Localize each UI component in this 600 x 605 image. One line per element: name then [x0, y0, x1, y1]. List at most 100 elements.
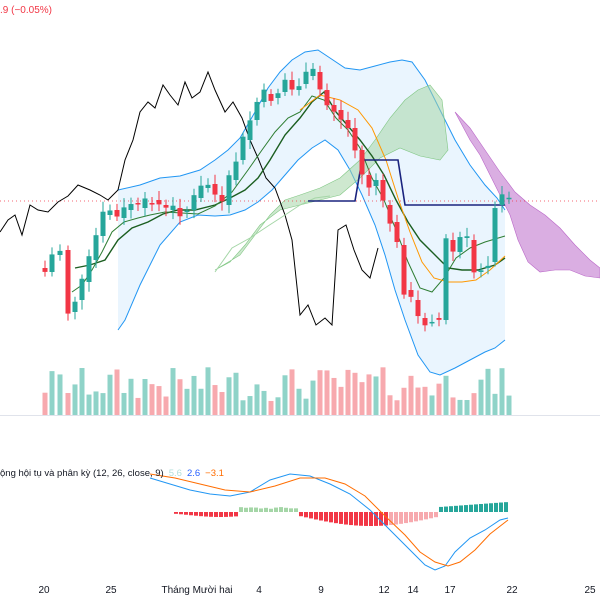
- candle-body: [219, 195, 225, 202]
- bollinger-upper-line: [117, 49, 506, 211]
- macd-histogram-bar: [374, 512, 378, 526]
- macd-histogram-bar: [474, 504, 478, 512]
- volume-bar: [254, 384, 260, 415]
- macd-histogram-bar: [459, 505, 463, 512]
- macd-histogram-bar: [174, 512, 178, 514]
- macd-histogram-bar: [379, 512, 383, 526]
- candle-body: [289, 80, 295, 90]
- macd-histogram-bar: [369, 512, 373, 526]
- macd-histogram-bar: [399, 512, 403, 524]
- volume-bar: [177, 379, 183, 415]
- candle-body: [345, 120, 351, 128]
- volume-bar: [478, 379, 484, 415]
- candle-body: [478, 270, 484, 272]
- volume-bar: [352, 372, 358, 415]
- macd-histogram-bar: [394, 512, 398, 525]
- x-axis-label: 25: [105, 585, 117, 596]
- macd-histogram-bar: [179, 512, 183, 515]
- macd-histogram-bar: [434, 512, 438, 518]
- macd-histogram-bar: [194, 512, 198, 516]
- volume-bar: [219, 392, 225, 415]
- candle-body: [492, 208, 498, 262]
- candle-body: [422, 318, 428, 326]
- macd-histogram-bar: [494, 502, 498, 512]
- macd-histogram-bar: [449, 506, 453, 512]
- macd-histogram-bar: [384, 512, 388, 526]
- candle-body: [506, 197, 512, 200]
- candle-body: [247, 120, 253, 140]
- candle-body: [310, 68, 316, 76]
- volume-bar: [226, 377, 232, 415]
- volume-bar: [289, 369, 295, 415]
- macd-histogram-bar: [199, 512, 203, 517]
- macd-histogram-bar: [264, 507, 268, 512]
- volume-bar: [149, 384, 155, 415]
- x-axis-label: 4: [256, 585, 262, 596]
- volume-bar: [156, 386, 162, 415]
- macd-histogram-bar: [214, 512, 218, 517]
- candle-body: [450, 240, 456, 252]
- volume-bar: [205, 367, 211, 415]
- volume-bar: [268, 400, 274, 415]
- pane-separator[interactable]: [0, 415, 600, 416]
- volume-bar: [324, 370, 330, 415]
- volume-bar: [79, 368, 85, 415]
- macd-histogram-bar: [329, 512, 333, 523]
- x-axis-label: 20: [38, 585, 50, 596]
- volume-bar: [443, 375, 449, 415]
- macd-histogram-bar: [404, 512, 408, 524]
- volume-bar: [338, 386, 344, 415]
- candle-body: [121, 207, 127, 218]
- macd-histogram-bar: [239, 507, 243, 512]
- support-line: [308, 159, 505, 206]
- candle-body: [163, 205, 169, 208]
- x-axis-label: 22: [506, 585, 518, 596]
- macd-histogram-bar: [464, 505, 468, 512]
- candle-body: [42, 268, 48, 272]
- macd-histogram-bar: [454, 505, 458, 512]
- macd-histogram-bar: [249, 507, 253, 512]
- candle-body: [212, 184, 218, 195]
- ichimoku-cloud-bullish: [214, 84, 449, 271]
- macd-line-value: 2.6: [186, 468, 201, 479]
- candle-body: [49, 254, 55, 272]
- candle-body: [331, 105, 337, 112]
- volume-bar: [317, 370, 323, 415]
- volume-bar: [42, 392, 48, 415]
- macd-legend[interactable]: ộng hội tụ và phân kỳ (12, 26, close, 9)…: [0, 468, 224, 479]
- macd-histogram-bar: [189, 512, 193, 516]
- macd-histogram-bar: [234, 512, 238, 517]
- volume-bar: [415, 387, 421, 415]
- candle-body: [338, 110, 344, 120]
- macd-histogram-bar: [469, 504, 473, 512]
- candle-body: [443, 238, 449, 320]
- candle-body: [72, 301, 78, 312]
- macd-histogram-bar: [354, 512, 358, 526]
- volume-bar: [135, 397, 141, 415]
- macd-histogram-bar: [229, 512, 233, 517]
- macd-histogram-bar: [184, 512, 188, 515]
- macd-histogram-bar: [499, 502, 503, 512]
- candle-body: [387, 205, 393, 224]
- macd-histogram-bar: [484, 503, 488, 512]
- volume-bar: [128, 378, 134, 415]
- volume-bar: [49, 371, 55, 415]
- candle-body: [177, 208, 183, 217]
- ichimoku-leading-span-b: [214, 195, 331, 273]
- candle-body: [359, 150, 365, 175]
- candle-body: [275, 93, 281, 98]
- volume-bar: [471, 393, 477, 415]
- volume-bar: [121, 392, 127, 415]
- volume-bar: [303, 398, 309, 415]
- candle-body: [352, 128, 358, 151]
- macd-histogram-bar: [219, 512, 223, 517]
- volume-bar: [191, 375, 197, 415]
- volume-bar: [142, 379, 148, 415]
- macd-histogram-bar: [294, 508, 298, 512]
- volume-bar: [93, 391, 99, 415]
- candle-body: [471, 240, 477, 273]
- macd-histogram-bar: [389, 512, 393, 525]
- volume-bar: [436, 383, 442, 415]
